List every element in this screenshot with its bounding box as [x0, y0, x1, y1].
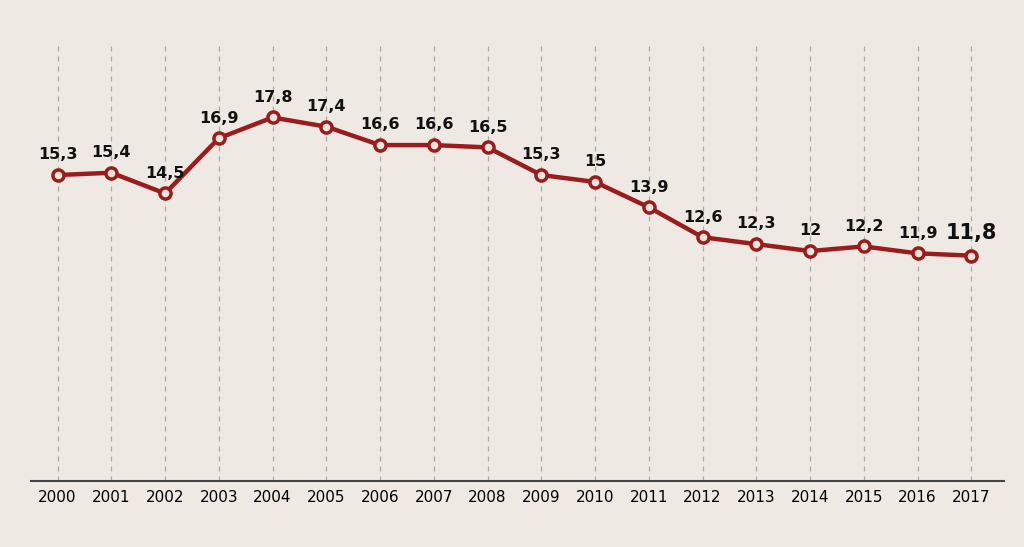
Text: 12,3: 12,3 — [736, 217, 776, 231]
Text: 12,2: 12,2 — [844, 219, 884, 234]
Text: 11,9: 11,9 — [898, 226, 937, 241]
Text: 15: 15 — [584, 154, 606, 169]
Text: 16,6: 16,6 — [360, 118, 399, 132]
Text: 12: 12 — [799, 223, 821, 238]
Text: 16,9: 16,9 — [199, 110, 239, 125]
Text: 14,5: 14,5 — [145, 166, 185, 181]
Text: 17,4: 17,4 — [306, 99, 346, 114]
Text: 12,6: 12,6 — [683, 210, 722, 225]
Text: 17,8: 17,8 — [253, 90, 292, 105]
Text: 15,3: 15,3 — [521, 147, 561, 162]
Text: 15,4: 15,4 — [91, 145, 131, 160]
Text: 16,6: 16,6 — [414, 118, 454, 132]
Text: 15,3: 15,3 — [38, 147, 78, 162]
Text: 11,8: 11,8 — [945, 223, 997, 243]
Text: 13,9: 13,9 — [629, 179, 669, 195]
Text: 16,5: 16,5 — [468, 120, 507, 135]
